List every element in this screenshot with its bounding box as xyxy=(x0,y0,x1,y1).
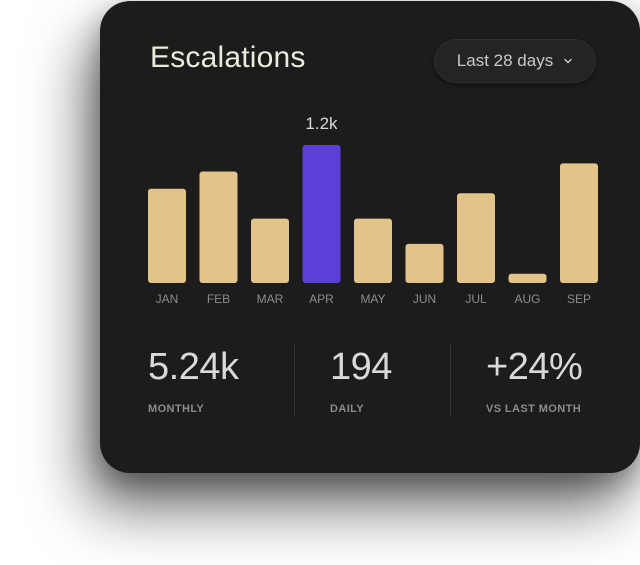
x-tick-label: JAN xyxy=(156,292,179,306)
card-title: Escalations xyxy=(150,41,306,74)
bar-mar[interactable] xyxy=(251,218,289,283)
bar-sep[interactable] xyxy=(560,163,598,283)
x-tick-label: MAY xyxy=(360,292,385,306)
stat-label: DAILY xyxy=(330,403,364,415)
chevron-down-icon xyxy=(564,58,572,64)
stat-value: +24% xyxy=(486,346,583,388)
bar-apr[interactable] xyxy=(302,145,341,283)
escalations-card: Escalations Last 28 days JAN FEB MAR APR 1.2… xyxy=(100,1,640,473)
bar-value-label: 1.2k xyxy=(305,114,338,133)
stat-label: VS LAST MONTH xyxy=(486,403,582,415)
bar-may[interactable] xyxy=(354,218,392,283)
x-tick-label: JUN xyxy=(413,292,436,306)
x-tick-label: APR xyxy=(309,292,334,306)
x-tick-label: JUL xyxy=(465,292,487,306)
bar-jan[interactable] xyxy=(148,188,186,283)
bar-jun[interactable] xyxy=(405,243,444,283)
date-range-dropdown[interactable]: Last 28 days xyxy=(434,39,596,83)
date-range-label: Last 28 days xyxy=(456,51,554,70)
stat-monthly: 5.24k MONTHLY xyxy=(148,346,239,415)
bar-jul[interactable] xyxy=(457,193,495,283)
stat-divider xyxy=(450,343,451,416)
x-tick-label: MAR xyxy=(257,292,284,306)
stat-value: 194 xyxy=(330,346,392,388)
x-tick-label: AUG xyxy=(514,292,540,306)
stat-value: 5.24k xyxy=(148,346,239,388)
x-tick-label: SEP xyxy=(567,292,591,306)
stat-divider xyxy=(294,343,295,416)
x-tick-label: FEB xyxy=(207,292,230,306)
stat-label: MONTHLY xyxy=(148,403,205,415)
bar-feb[interactable] xyxy=(199,171,238,283)
escalations-bar-chart: JAN FEB MAR APR 1.2k MAY JUN JUL AUG SEP xyxy=(148,114,598,306)
stat-daily: 194 DAILY xyxy=(330,346,392,415)
bar-aug[interactable] xyxy=(508,273,547,283)
stat-vs-last-month: +24% VS LAST MONTH xyxy=(486,346,583,415)
